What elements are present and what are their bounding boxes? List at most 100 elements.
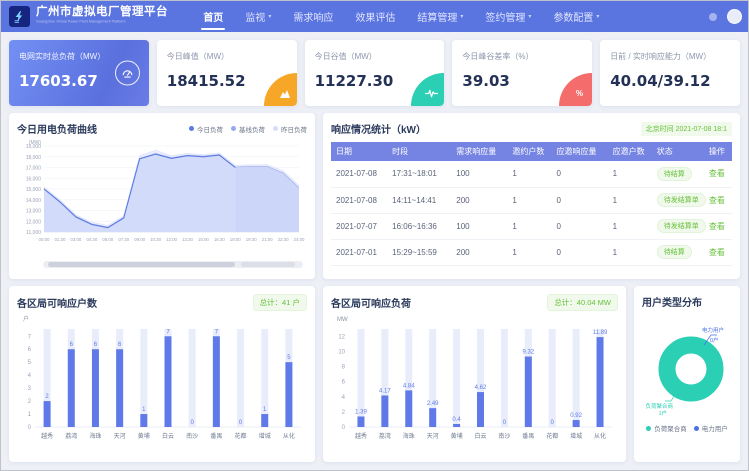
table-cell: 1: [607, 161, 652, 188]
column-header: 邀约户数: [507, 142, 552, 161]
svg-text:番禺: 番禺: [210, 433, 222, 440]
user-type-title: 用户类型分布: [642, 298, 702, 309]
svg-text:16:30: 16:30: [214, 237, 226, 242]
table-cell: 14:11~14:41: [387, 187, 452, 214]
chevron-down-icon: ▾: [596, 14, 600, 20]
nav-item-2[interactable]: 需求响应: [282, 1, 344, 32]
donut-legend-item-1[interactable]: 电力用户: [693, 423, 728, 433]
chevron-down-icon: ▾: [460, 14, 464, 20]
donut-legend-item-0[interactable]: 负荷聚合商: [646, 423, 687, 433]
svg-text:11,000: 11,000: [26, 230, 41, 236]
svg-text:白云: 白云: [162, 432, 174, 440]
legend-item-0[interactable]: 今日负荷: [189, 124, 223, 134]
svg-text:2.49: 2.49: [427, 401, 439, 407]
svg-text:0: 0: [503, 420, 507, 426]
svg-text:12,000: 12,000: [26, 219, 42, 225]
nav-item-0[interactable]: 首页: [192, 1, 234, 32]
svg-text:4: 4: [342, 395, 346, 401]
svg-text:从化: 从化: [594, 432, 606, 440]
svg-text:越秀: 越秀: [355, 432, 367, 440]
svg-text:番禺: 番禺: [522, 433, 534, 440]
svg-text:(MW): (MW): [29, 140, 42, 146]
view-link[interactable]: 查看: [708, 247, 725, 257]
svg-text:17,000: 17,000: [26, 166, 42, 172]
table-row: 2021-07-08 14:11~14:41 200 1 0 1 待发结算单 查看: [331, 187, 732, 214]
svg-text:增城: 增城: [259, 432, 271, 440]
svg-text:1: 1: [263, 407, 267, 413]
svg-text:南沙: 南沙: [186, 432, 198, 440]
svg-text:黄埔: 黄埔: [138, 432, 150, 440]
legend-dot: [646, 425, 652, 431]
table-cell: 1: [507, 239, 552, 266]
svg-text:海珠: 海珠: [89, 432, 101, 440]
legend-item-1[interactable]: 基线负荷: [231, 124, 265, 134]
svg-text:10: 10: [338, 349, 345, 355]
svg-text:4.17: 4.17: [379, 388, 391, 394]
kpi-label: 日前 / 实时响应能力（MW）: [610, 52, 712, 61]
table-cell: 15:29~15:59: [387, 239, 452, 266]
nav-item-label: 结算管理: [417, 13, 458, 24]
svg-text:22:30: 22:30: [278, 237, 290, 242]
svg-text:16,000: 16,000: [26, 176, 42, 182]
response-table: 日期 时段 需求响应量 邀约户数 应邀响应量 应邀户数 状态 操作 2021-07-08 17:…: [331, 142, 732, 266]
svg-text:0: 0: [191, 420, 195, 426]
legend-label: 负荷聚合商: [654, 426, 687, 433]
nav-item-1[interactable]: 监视 ▾: [234, 1, 282, 32]
column-header: 需求响应量: [451, 142, 508, 161]
nav-item-5[interactable]: 签约管理 ▾: [474, 1, 542, 32]
mid-row: 今日用电负荷曲线 今日负荷 基线负荷 昨日负荷 (MW) 11,000 12,000 13…: [9, 113, 740, 279]
svg-text:5: 5: [287, 355, 291, 361]
nav-item-label: 参数配置: [553, 13, 594, 24]
status-badge: 待结算: [656, 245, 692, 259]
svg-text:2: 2: [45, 394, 49, 400]
column-header: 日期: [331, 142, 388, 161]
table-row: 2021-07-01 15:29~15:59 200 1 0 1 待结算 查看: [331, 239, 732, 266]
view-link[interactable]: 查看: [708, 195, 725, 205]
district-users-total-badge: 总计：41 户: [252, 294, 307, 311]
district-users-title: 各区局可响应户数: [17, 299, 97, 310]
nav-item-3[interactable]: 效果评估: [344, 1, 406, 32]
svg-text:24:00: 24:00: [294, 237, 306, 242]
table-cell: 0: [551, 213, 608, 240]
status-cell: 待结算: [651, 161, 704, 188]
action-cell: 查看: [703, 213, 732, 240]
scrollbar-range[interactable]: [48, 262, 236, 267]
table-row: 2021-07-08 17:31~18:01 100 1 0 1 待结算 查看: [331, 161, 732, 188]
nav-item-6[interactable]: 参数配置 ▾: [542, 1, 610, 32]
load-curve-card: 今日用电负荷曲线 今日负荷 基线负荷 昨日负荷 (MW) 11,000 12,000 13…: [9, 113, 315, 279]
svg-text:天河: 天河: [427, 432, 439, 440]
svg-text:从化: 从化: [283, 432, 295, 440]
svg-text:MW: MW: [337, 317, 348, 323]
legend-item-2[interactable]: 昨日负荷: [273, 124, 307, 134]
chart-scrollbar[interactable]: [43, 261, 303, 268]
table-cell: 1: [607, 213, 652, 240]
avatar[interactable]: [727, 9, 742, 24]
svg-text:0.4: 0.4: [452, 417, 461, 423]
svg-text:15:00: 15:00: [198, 237, 210, 242]
svg-text:10:30: 10:30: [150, 237, 162, 242]
scrollbar-range-2[interactable]: [240, 262, 296, 267]
notification-icon[interactable]: [709, 12, 717, 21]
chevron-down-icon: ▾: [268, 14, 272, 20]
svg-text:19,000: 19,000: [26, 144, 42, 150]
svg-text:越秀: 越秀: [41, 432, 53, 440]
district-users-chart: 户 0 1 2 3 4 5 6 7 2 越秀 6 荔湾 6 海珠 6 天河 1 黄埔 7 白云 0 南沙 7 番禺 0 花都 1 增城 5…: [23, 315, 301, 440]
load-curve-title: 今日用电负荷曲线: [17, 125, 97, 136]
brand: 广州市虚拟电厂管理平台 Guangzhou Virtual Power Plan…: [36, 7, 180, 26]
nav-item-label: 效果评估: [355, 13, 396, 24]
kpi-card-4: 日前 / 实时响应能力（MW） 40.04/39.12: [600, 40, 740, 106]
kpi-value: 18415.52: [166, 72, 246, 90]
svg-text:01:30: 01:30: [54, 237, 66, 242]
view-link[interactable]: 查看: [708, 221, 725, 231]
svg-text:21:00: 21:00: [262, 237, 274, 242]
load-curve-legend: 今日负荷 基线负荷 昨日负荷: [189, 124, 307, 134]
action-cell: 查看: [703, 161, 732, 188]
svg-text:13,000: 13,000: [26, 209, 42, 215]
kpi-card-0: 电网实时总负荷（MW） 17603.67: [9, 40, 149, 106]
svg-text:1.39: 1.39: [355, 409, 367, 415]
nav-item-4[interactable]: 结算管理 ▾: [406, 1, 474, 32]
view-link[interactable]: 查看: [708, 169, 725, 179]
gauge-icon: [114, 60, 140, 86]
